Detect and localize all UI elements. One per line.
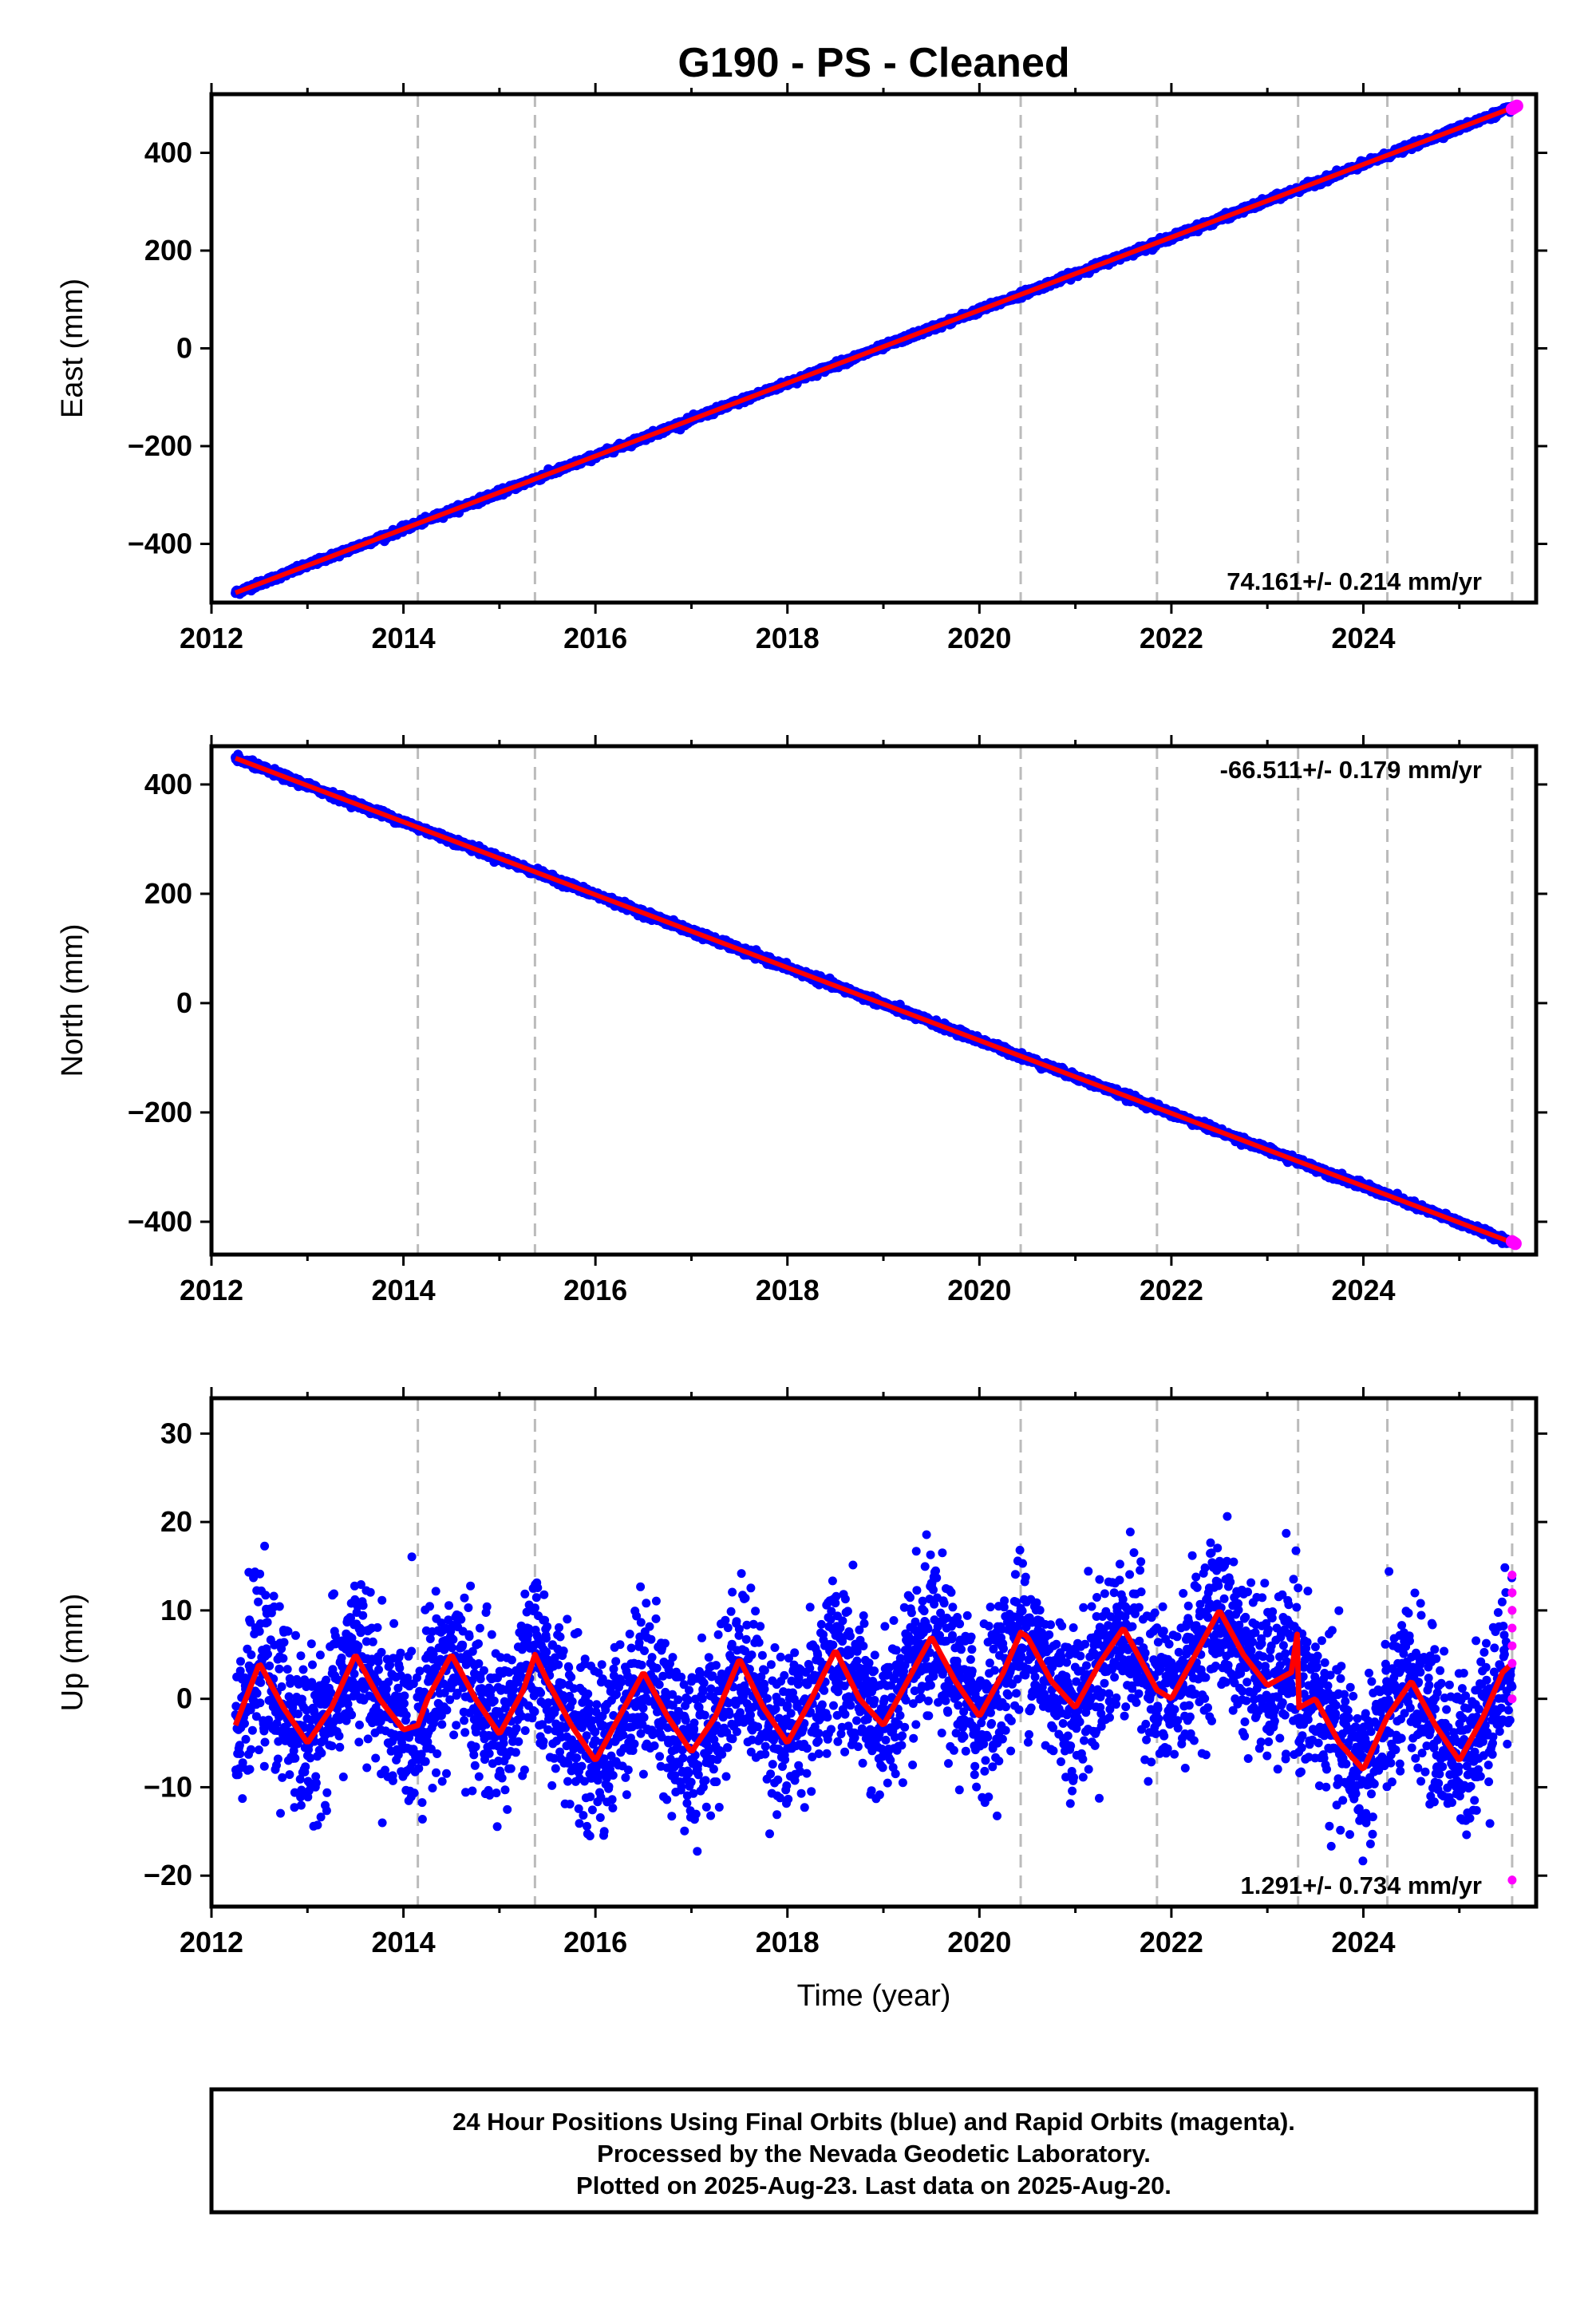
x-tick-label: 2016 <box>563 622 627 654</box>
east-data-points <box>231 99 1523 599</box>
y-tick-label: −200 <box>128 429 192 462</box>
y-tick-label: −400 <box>128 528 192 560</box>
east-rate-label: 74.161+/- 0.214 mm/yr <box>1227 567 1482 595</box>
x-tick-label: 2012 <box>180 622 243 654</box>
x-tick-label: 2018 <box>756 622 820 654</box>
east-model-line <box>235 105 1513 595</box>
x-tick-label: 2024 <box>1331 622 1395 654</box>
y-tick-label: 400 <box>144 136 192 169</box>
east-y-axis-label: East (mm) <box>56 279 89 418</box>
east-panel: 2012 2014 2016 2018 2020 2022 2024 400 200 0 −200 −… <box>56 83 1547 654</box>
chart-title: G190 - PS - Cleaned <box>678 40 1069 86</box>
y-tick-label: 0 <box>176 332 192 365</box>
north-panel: 2012 2014 2016 2018 2020 2022 20244002000−200−… <box>56 735 1547 1306</box>
x-tick-label: 2020 <box>947 622 1011 654</box>
x-tick-label: 2014 <box>372 622 436 654</box>
east-rapid-orbit-point <box>1510 99 1523 113</box>
north-data-points <box>231 749 1522 1251</box>
x-tick-label: 2022 <box>1140 622 1203 654</box>
y-tick-label: 200 <box>144 234 192 267</box>
